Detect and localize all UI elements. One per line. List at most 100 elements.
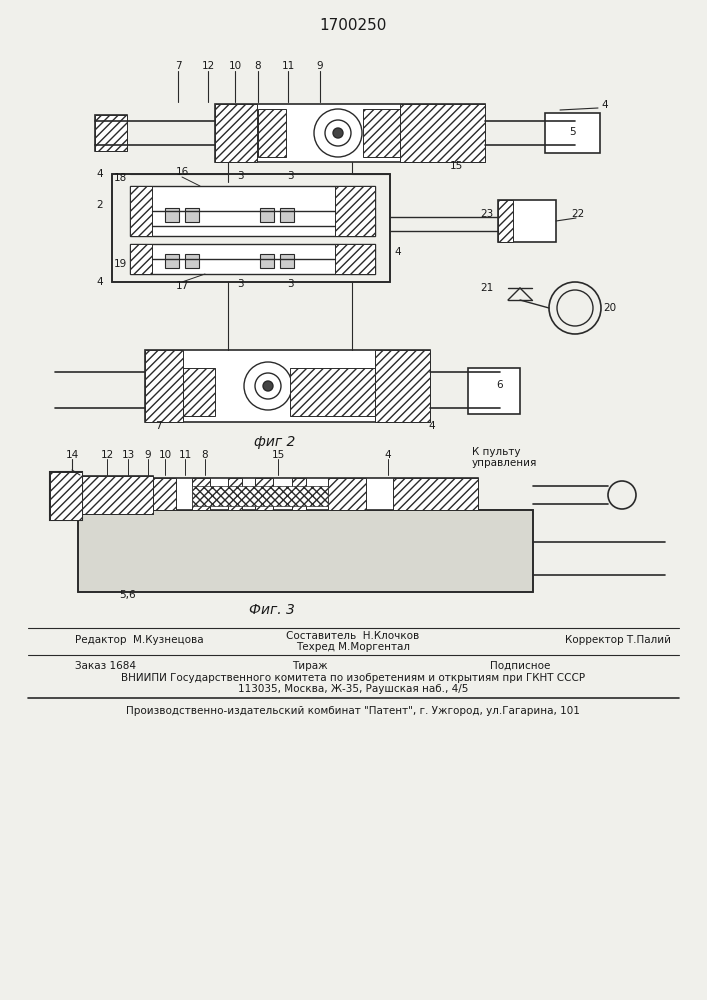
Bar: [400, 104, 485, 162]
Text: Заказ 1684: Заказ 1684: [75, 661, 136, 671]
Bar: [255, 478, 273, 510]
Text: Тираж: Тираж: [292, 661, 328, 671]
Bar: [183, 368, 215, 416]
Text: 11: 11: [281, 61, 295, 71]
Text: 16: 16: [175, 167, 189, 177]
Bar: [130, 244, 152, 274]
Bar: [260, 254, 274, 268]
Bar: [375, 350, 430, 422]
Bar: [130, 186, 152, 236]
Text: 5,6: 5,6: [119, 590, 136, 600]
Text: 8: 8: [201, 450, 209, 460]
Text: 4: 4: [395, 247, 402, 257]
Circle shape: [333, 128, 343, 138]
Text: 4: 4: [385, 450, 391, 460]
Bar: [228, 478, 242, 510]
Bar: [393, 478, 478, 510]
Text: 23: 23: [480, 209, 493, 219]
Text: Редактор  М.Кузнецова: Редактор М.Кузнецова: [75, 635, 204, 645]
Bar: [50, 472, 82, 520]
Bar: [280, 208, 294, 222]
Text: 3: 3: [286, 279, 293, 289]
Bar: [165, 208, 179, 222]
Text: 10: 10: [158, 450, 172, 460]
Text: 4: 4: [97, 169, 103, 179]
Text: 6: 6: [497, 380, 503, 390]
Bar: [468, 368, 520, 414]
Bar: [145, 350, 430, 422]
Text: Корректор Т.Палий: Корректор Т.Палий: [565, 635, 671, 645]
Text: 7: 7: [155, 421, 161, 431]
Circle shape: [263, 381, 273, 391]
Text: фиг 2: фиг 2: [255, 435, 296, 449]
Bar: [328, 478, 366, 510]
Text: 3: 3: [237, 171, 243, 181]
Bar: [78, 476, 153, 514]
Bar: [498, 200, 513, 242]
Text: 9: 9: [145, 450, 151, 460]
Text: 20: 20: [604, 303, 617, 313]
Bar: [95, 115, 127, 151]
Text: 7: 7: [175, 61, 181, 71]
Bar: [335, 186, 375, 236]
Text: 5: 5: [570, 127, 576, 137]
Text: ВНИИПИ Государственного комитета по изобретениям и открытиям при ГКНТ СССР: ВНИИПИ Государственного комитета по изоб…: [121, 673, 585, 683]
Text: Производственно-издательский комбинат "Патент", г. Ужгород, ул.Гагарина, 101: Производственно-издательский комбинат "П…: [126, 706, 580, 716]
Bar: [215, 104, 257, 162]
Text: 10: 10: [228, 61, 242, 71]
Bar: [148, 478, 176, 510]
Text: 2: 2: [97, 200, 103, 210]
Bar: [260, 208, 274, 222]
Text: 11: 11: [178, 450, 192, 460]
Bar: [145, 350, 183, 422]
Bar: [215, 104, 485, 162]
Bar: [130, 186, 375, 236]
Text: 13: 13: [122, 450, 134, 460]
Bar: [292, 478, 306, 510]
Bar: [192, 486, 328, 506]
Bar: [165, 254, 179, 268]
Text: 19: 19: [113, 259, 127, 269]
Bar: [78, 476, 153, 514]
Text: 12: 12: [100, 450, 114, 460]
Text: К пульту: К пульту: [472, 447, 520, 457]
Text: 18: 18: [113, 173, 127, 183]
Bar: [50, 472, 82, 520]
Text: 113035, Москва, Ж-35, Раушская наб., 4/5: 113035, Москва, Ж-35, Раушская наб., 4/5: [238, 684, 468, 694]
Bar: [130, 244, 375, 274]
Bar: [280, 254, 294, 268]
Bar: [95, 115, 127, 151]
Bar: [363, 109, 400, 157]
Text: Подписное: Подписное: [490, 661, 550, 671]
Bar: [78, 510, 533, 592]
Bar: [290, 368, 375, 416]
Text: 21: 21: [480, 283, 493, 293]
Bar: [112, 174, 390, 282]
Text: Фиг. 3: Фиг. 3: [249, 603, 295, 617]
Text: управления: управления: [472, 458, 537, 468]
Text: 1700250: 1700250: [320, 17, 387, 32]
Bar: [545, 113, 600, 153]
Text: Техред М.Моргентал: Техред М.Моргентал: [296, 642, 410, 652]
Text: 17: 17: [175, 281, 189, 291]
Bar: [335, 244, 375, 274]
Text: 4: 4: [602, 100, 608, 110]
Text: 9: 9: [317, 61, 323, 71]
Text: Составитель  Н.Клочков: Составитель Н.Клочков: [286, 631, 420, 641]
Bar: [258, 109, 286, 157]
Text: 14: 14: [65, 450, 78, 460]
Text: 3: 3: [237, 279, 243, 289]
Text: 15: 15: [450, 161, 462, 171]
Bar: [148, 478, 478, 510]
Text: 15: 15: [271, 450, 285, 460]
Text: 8: 8: [255, 61, 262, 71]
Bar: [185, 254, 199, 268]
Bar: [192, 478, 210, 510]
Text: 4: 4: [97, 277, 103, 287]
Text: 22: 22: [571, 209, 585, 219]
Bar: [498, 200, 556, 242]
Text: 3: 3: [286, 171, 293, 181]
Text: 4: 4: [428, 421, 436, 431]
Bar: [185, 208, 199, 222]
Bar: [78, 510, 533, 592]
